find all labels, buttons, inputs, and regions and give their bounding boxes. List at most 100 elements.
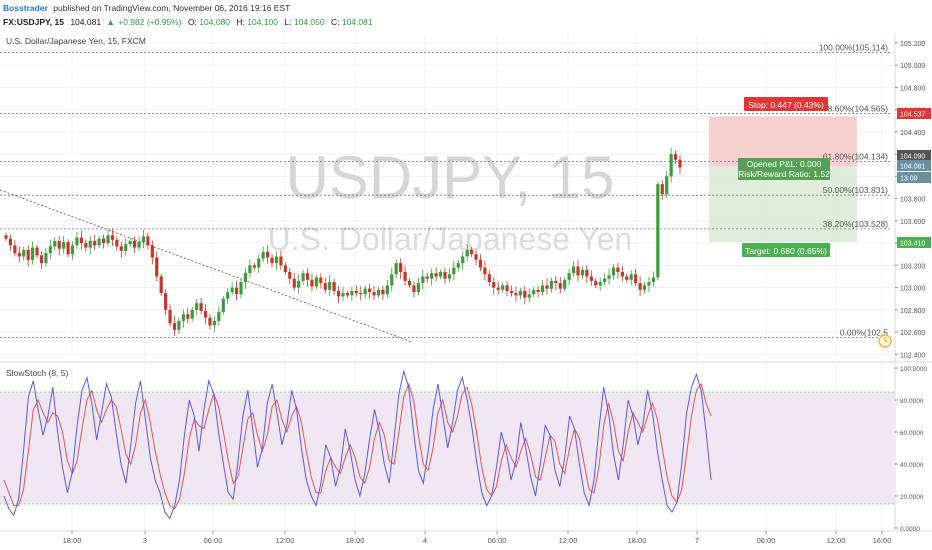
candle [634, 268, 638, 287]
candle [501, 282, 505, 293]
candle [150, 240, 154, 265]
time-axis[interactable]: 18:00 3 06:00 12:00 18:00 4 06:00 12:00 18:00 7 06… [63, 531, 892, 545]
candle [434, 267, 438, 282]
candle-body [177, 320, 181, 330]
price-tick-label: 104.800 [900, 85, 925, 92]
candle [580, 266, 585, 280]
candle [345, 290, 350, 299]
candle-body [17, 253, 21, 257]
candle-body [39, 255, 44, 264]
candle [341, 287, 345, 302]
candle-body [84, 243, 88, 248]
grid [0, 34, 932, 532]
main-legend[interactable]: U.S. Dollar/Japanese Yen, 15, FXCM [6, 36, 146, 46]
candle [31, 241, 35, 265]
candle [208, 314, 212, 330]
fib-retracement[interactable]: 100.00%(105.114) 78.60%(104.565) 61.80%(10… [0, 42, 890, 339]
price-tick-label: 105.200 [900, 41, 925, 48]
candle-body [616, 267, 620, 273]
candle [381, 285, 385, 300]
candle [48, 239, 52, 260]
price-badge-label: 104.090 [900, 154, 925, 161]
candle [124, 238, 128, 256]
candle-body [447, 274, 452, 279]
candle [594, 278, 598, 289]
candle-body [305, 273, 310, 280]
candle [106, 229, 110, 247]
candle-body [474, 254, 478, 260]
candle-body [252, 265, 256, 268]
candle [425, 273, 429, 283]
candle-body [66, 241, 70, 255]
candle [39, 251, 44, 269]
candle-body [323, 283, 327, 290]
candle [368, 283, 372, 299]
candle-body [44, 253, 48, 264]
candle [181, 309, 185, 328]
price-badge [897, 237, 931, 248]
candle [132, 236, 137, 254]
candle-body [647, 282, 651, 286]
candle [301, 269, 305, 286]
candle-body [368, 288, 372, 293]
candle [505, 281, 509, 297]
stoch-k-line [3, 369, 712, 520]
candle [314, 274, 318, 290]
price-axis[interactable]: 105.200105.000104.800104.600104.400104.2… [895, 41, 925, 359]
time-tick-label: 18:00 [63, 536, 82, 545]
candle [203, 304, 208, 324]
candle [514, 286, 518, 302]
candle [554, 276, 558, 290]
candle-body [523, 290, 527, 298]
candle [403, 265, 407, 286]
stoch-axis[interactable]: 100.0000 80.0000 60.0000 40.0000 20.0000 0.00… [895, 366, 927, 533]
candle [119, 241, 123, 258]
candle [199, 297, 203, 315]
price-tick-label: 104.400 [900, 130, 925, 137]
time-tick-label: 16:00 [873, 536, 892, 545]
candle [487, 270, 491, 287]
symbol-name[interactable]: FX:USDJPY, 15 [3, 17, 64, 27]
time-tick-label: 4 [423, 536, 427, 545]
stop-label-group[interactable]: Stop: 0.447 (0.43%) [744, 97, 828, 111]
candle [305, 268, 310, 287]
slowstoch-pane [0, 369, 895, 520]
candle [527, 288, 531, 303]
stoch-tick-label: 80.0000 [900, 398, 924, 405]
stoch-legend[interactable]: SlowStoch (8, 5) [6, 368, 69, 378]
candle [523, 286, 527, 305]
candle-body [673, 154, 678, 160]
candle-body [110, 235, 115, 240]
candle [8, 234, 13, 251]
candle-body [332, 282, 336, 291]
time-tick-label: 06:00 [488, 536, 507, 545]
pnl-label-group[interactable]: Opened P&L: 0.000 Risk/Reward Ratio: 1.5… [738, 158, 830, 180]
candle [483, 260, 487, 281]
candle [394, 259, 398, 279]
candle [660, 180, 664, 200]
candle [399, 258, 403, 279]
price-badge [897, 160, 931, 171]
candle [212, 316, 217, 333]
candle-body [536, 289, 540, 293]
low-label: L: [284, 17, 291, 27]
price-tick-label: 105.000 [900, 63, 925, 70]
candle-body [292, 278, 296, 288]
candle-body [532, 289, 536, 295]
candle-body [416, 283, 420, 293]
trendline[interactable] [0, 189, 413, 343]
price-badge-label: 103.410 [900, 241, 925, 248]
stop-label-box [744, 97, 828, 111]
target-label-group[interactable]: Target: 0.680 (0.65%) [742, 243, 830, 257]
time-tick-label: 7 [695, 536, 699, 545]
candlestick-series [4, 147, 682, 336]
price-badges: 104.537 104.090 104.081 13:09 103.410 [897, 108, 931, 248]
candle [17, 246, 21, 263]
candle-body [665, 176, 669, 195]
alert-clock-icon[interactable] [878, 334, 892, 348]
author-link[interactable]: Bosstrader [3, 3, 49, 13]
candle-body [8, 238, 13, 246]
candle [518, 287, 522, 300]
candle [270, 254, 274, 268]
